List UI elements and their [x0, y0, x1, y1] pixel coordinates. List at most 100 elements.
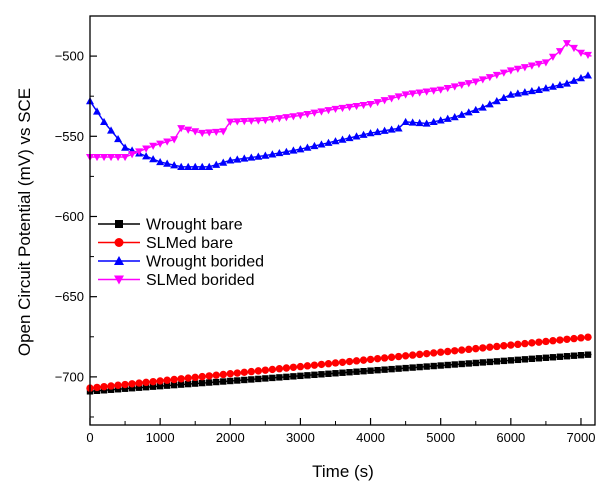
- data-point: [268, 150, 277, 158]
- data-point: [247, 367, 256, 376]
- data-point: [268, 365, 277, 374]
- data-point: [471, 78, 480, 86]
- legend-marker: [114, 238, 124, 247]
- data-point: [373, 354, 382, 363]
- y-tick-label: −600: [55, 209, 84, 224]
- data-point: [318, 371, 325, 378]
- data-point: [521, 339, 529, 348]
- data-point: [345, 357, 354, 366]
- data-point: [142, 152, 151, 160]
- data-point: [184, 126, 193, 134]
- data-point: [233, 118, 242, 126]
- data-point: [570, 334, 578, 343]
- data-point: [163, 382, 171, 389]
- data-point: [170, 136, 179, 144]
- data-point: [492, 71, 501, 80]
- data-point: [387, 353, 396, 361]
- data-point: [464, 108, 473, 116]
- data-point: [192, 380, 199, 387]
- data-point: [437, 362, 444, 369]
- data-point: [107, 382, 115, 390]
- data-point: [458, 346, 466, 354]
- data-point: [303, 110, 312, 119]
- data-point: [401, 117, 410, 126]
- y-tick-label: −700: [55, 369, 84, 384]
- data-point: [352, 102, 361, 111]
- series-3: [86, 40, 592, 162]
- data-point: [513, 89, 522, 97]
- data-point: [436, 116, 445, 124]
- data-point: [422, 119, 431, 127]
- data-point: [359, 101, 368, 110]
- data-point: [415, 350, 424, 359]
- data-point: [163, 159, 172, 167]
- data-point: [346, 369, 353, 376]
- data-point: [324, 107, 333, 115]
- data-point: [296, 362, 305, 371]
- data-point: [506, 67, 515, 75]
- data-point: [219, 128, 228, 136]
- data-point: [430, 362, 437, 370]
- data-point: [394, 124, 403, 132]
- data-point: [114, 386, 122, 393]
- data-point: [542, 337, 550, 346]
- data-point: [135, 384, 143, 391]
- legend-item: Wrought bare: [98, 217, 243, 234]
- legend-marker: [115, 220, 123, 228]
- data-point: [492, 97, 501, 105]
- data-point: [156, 157, 165, 166]
- data-point: [353, 368, 360, 375]
- data-point: [163, 376, 171, 384]
- data-point: [317, 108, 326, 116]
- data-point: [486, 358, 493, 366]
- data-point: [422, 88, 431, 96]
- x-tick-label: 2000: [216, 430, 245, 445]
- data-point: [485, 74, 494, 82]
- data-point: [535, 355, 543, 362]
- data-point: [479, 359, 486, 366]
- data-point: [142, 145, 151, 153]
- data-point: [240, 154, 249, 162]
- data-point: [93, 383, 101, 392]
- data-point: [436, 348, 445, 356]
- data-point: [528, 355, 536, 363]
- data-point: [569, 44, 578, 53]
- data-point: [429, 349, 438, 357]
- data-point: [289, 363, 298, 371]
- data-point: [444, 347, 452, 356]
- data-point: [324, 138, 333, 146]
- data-point: [241, 376, 248, 384]
- data-point: [416, 363, 423, 371]
- data-point: [527, 62, 536, 70]
- data-point: [212, 160, 221, 168]
- data-point: [499, 69, 508, 77]
- plot-frame: [89, 15, 596, 426]
- data-point: [275, 365, 284, 373]
- data-point: [240, 368, 249, 377]
- data-point: [254, 152, 263, 160]
- data-point: [191, 128, 200, 136]
- x-axis-label: Time (s): [312, 462, 374, 481]
- data-point: [381, 366, 388, 373]
- y-tick-label: −650: [55, 289, 84, 304]
- data-point: [289, 146, 298, 154]
- data-point: [443, 114, 452, 122]
- data-point: [563, 335, 571, 343]
- data-point: [233, 155, 242, 163]
- data-point: [352, 132, 361, 140]
- legend-item: Wrought borided: [98, 254, 264, 271]
- legend-marker: [114, 256, 124, 265]
- data-point: [199, 379, 206, 387]
- data-point: [408, 118, 417, 126]
- data-point: [317, 140, 326, 148]
- data-point: [548, 82, 557, 90]
- data-point: [177, 381, 185, 388]
- data-point: [479, 344, 487, 352]
- data-point: [198, 129, 207, 138]
- data-point: [93, 153, 102, 162]
- data-point: [367, 367, 374, 374]
- data-point: [226, 118, 235, 126]
- data-point: [478, 103, 487, 111]
- data-point: [534, 85, 543, 93]
